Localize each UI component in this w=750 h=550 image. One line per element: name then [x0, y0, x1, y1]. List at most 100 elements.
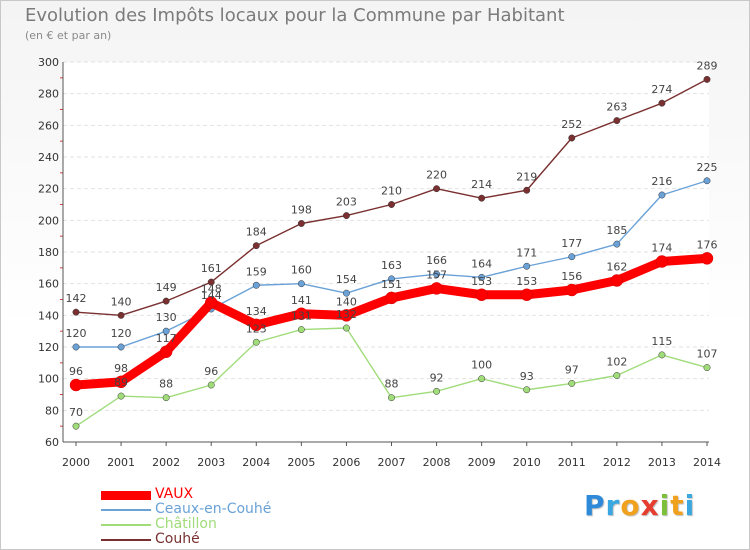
data-label: 120 — [66, 327, 87, 340]
data-point — [342, 289, 350, 297]
data-point — [565, 283, 579, 297]
x-tick-label: 2010 — [513, 456, 541, 469]
data-label: 216 — [651, 175, 672, 188]
data-label: 102 — [606, 356, 627, 369]
data-label: 154 — [336, 273, 357, 286]
data-label: 214 — [471, 178, 492, 191]
data-label: 88 — [385, 378, 399, 391]
data-label: 252 — [561, 118, 582, 131]
x-tick-label: 2007 — [378, 456, 406, 469]
series-layer — [69, 75, 714, 430]
data-point — [568, 134, 576, 142]
axis-layer: 60 80 100 120 140 160 180 200 220 240 260 280 300 200… — [38, 56, 721, 469]
data-point — [610, 274, 624, 287]
data-label: 96 — [69, 365, 83, 378]
x-tick-label: 2006 — [332, 456, 360, 469]
data-point — [252, 281, 260, 289]
data-label: 157 — [426, 268, 447, 281]
data-point — [72, 308, 80, 316]
data-label: 176 — [697, 238, 718, 251]
data-label: 144 — [201, 289, 222, 302]
x-tick-label: 2001 — [107, 456, 135, 469]
data-label: 225 — [697, 161, 718, 174]
data-label: 123 — [246, 322, 267, 335]
data-label: 219 — [516, 170, 537, 183]
data-point — [703, 177, 711, 185]
data-point — [658, 351, 666, 359]
legend-label: Châtillon — [155, 516, 217, 532]
data-label: 153 — [516, 275, 537, 288]
x-tick-label: 2013 — [648, 456, 676, 469]
data-point — [207, 278, 215, 286]
data-point — [613, 117, 621, 125]
y-tick-label: 140 — [38, 309, 59, 322]
data-label: 274 — [651, 83, 672, 96]
data-point — [114, 375, 128, 389]
data-point — [433, 270, 441, 278]
data-label: 166 — [426, 254, 447, 267]
y-tick-label: 80 — [45, 404, 59, 417]
data-label: 107 — [697, 348, 718, 361]
data-point — [658, 99, 666, 107]
data-label: 97 — [565, 363, 579, 376]
y-tick-label: 280 — [38, 88, 59, 101]
data-point — [388, 201, 395, 208]
data-point — [385, 291, 398, 305]
y-tick-label: 220 — [38, 183, 59, 196]
data-label: 289 — [697, 59, 718, 72]
data-point — [478, 273, 486, 281]
chart-title: Evolution des Impôts locaux pour la Comm… — [25, 5, 565, 26]
data-point — [475, 288, 488, 301]
x-tick-label: 2014 — [693, 456, 721, 469]
y-tick-label: 180 — [38, 246, 59, 259]
data-point — [72, 422, 80, 430]
data-point — [252, 242, 260, 250]
data-label: 159 — [246, 265, 267, 278]
data-point — [295, 307, 308, 320]
data-point — [117, 343, 125, 351]
data-label: 164 — [471, 257, 492, 270]
data-label: 160 — [291, 264, 312, 277]
logo-letter: i — [684, 489, 696, 522]
legend-swatch — [101, 509, 151, 511]
x-tick-label: 2004 — [242, 456, 270, 469]
x-tick-label: 2005 — [287, 456, 315, 469]
data-point — [478, 375, 486, 383]
data-label: 263 — [606, 101, 627, 114]
y-tick-label: 100 — [38, 373, 59, 386]
data-label: 117 — [156, 332, 177, 345]
x-tick-label: 2002 — [152, 456, 180, 469]
data-point — [478, 194, 486, 202]
x-tick-label: 2008 — [423, 456, 451, 469]
legend-swatch — [101, 539, 151, 541]
data-label: 92 — [430, 371, 444, 384]
data-point — [523, 262, 531, 270]
data-point — [523, 186, 531, 194]
logo-letter: r — [605, 489, 621, 522]
data-label: 174 — [651, 242, 672, 255]
x-tick-label: 2012 — [603, 456, 631, 469]
data-label: 115 — [651, 335, 672, 348]
data-point — [117, 392, 125, 400]
data-point — [703, 364, 711, 372]
legend-swatch — [101, 524, 151, 526]
y-tick-label: 60 — [45, 436, 59, 449]
data-point — [433, 185, 441, 193]
logo-letter: x — [640, 489, 660, 522]
data-point — [342, 324, 350, 332]
data-point — [297, 326, 305, 334]
data-label: 96 — [204, 365, 218, 378]
proxiti-logo: Proxiti — [584, 489, 695, 522]
data-label: 141 — [291, 294, 312, 307]
data-label: 134 — [246, 305, 267, 318]
data-label: 89 — [114, 376, 128, 389]
logo-letter: t — [670, 489, 685, 522]
legend-label: Ceaux-en-Couhé — [155, 501, 272, 517]
y-tick-label: 200 — [38, 214, 59, 227]
data-point — [388, 394, 395, 402]
y-tick-label: 240 — [38, 151, 59, 164]
data-point — [568, 253, 576, 261]
x-tick-label: 2009 — [468, 456, 496, 469]
